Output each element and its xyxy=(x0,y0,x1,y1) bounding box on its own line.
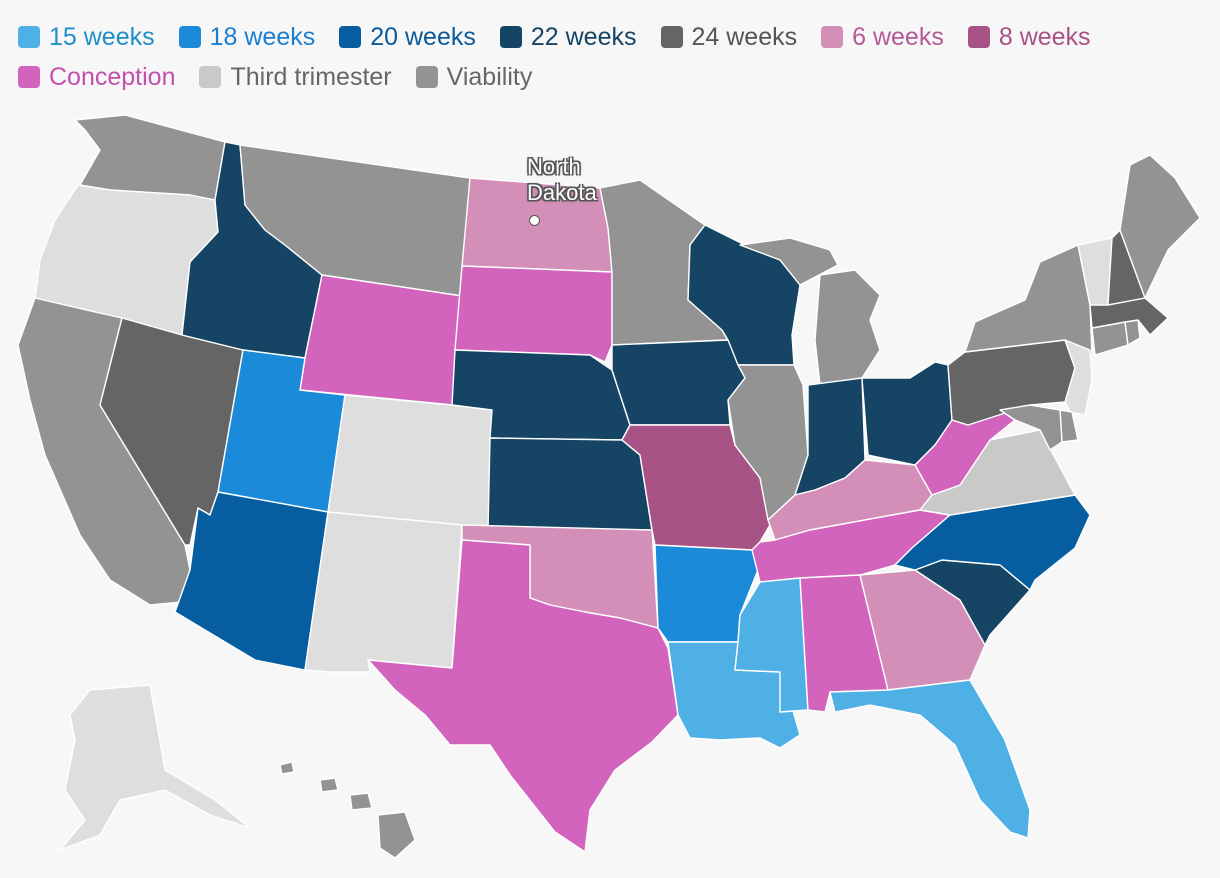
legend-swatch xyxy=(178,26,201,48)
state-alaska[interactable] xyxy=(59,684,251,851)
legend-swatch xyxy=(18,26,40,48)
legend-swatch xyxy=(660,26,683,48)
state-washington[interactable] xyxy=(74,114,226,201)
legend-swatch xyxy=(18,66,40,88)
legend-item-third[interactable]: Third trimester xyxy=(199,63,392,91)
legend-label: Third trimester xyxy=(230,63,392,91)
legend-label: 20 weeks xyxy=(370,23,476,51)
legend-label: 8 weeks xyxy=(998,23,1091,51)
state-hawaii[interactable] xyxy=(279,761,416,859)
state-maryland[interactable] xyxy=(999,404,1063,451)
legend-swatch xyxy=(499,26,522,48)
legend-swatch xyxy=(415,66,438,88)
legend-item-w6[interactable]: 6 weeks xyxy=(821,24,944,50)
legend-item-w20[interactable]: 20 weeks xyxy=(339,24,476,50)
state-maine[interactable] xyxy=(1119,154,1201,299)
state-massachusetts[interactable] xyxy=(1089,297,1169,336)
north-dakota-marker xyxy=(529,215,540,226)
state-south-dakota[interactable] xyxy=(454,265,613,363)
state-colorado[interactable] xyxy=(327,394,493,529)
state-wyoming[interactable] xyxy=(299,274,463,406)
state-delaware[interactable] xyxy=(1059,409,1079,443)
legend-swatch xyxy=(199,66,222,88)
legend-label: 22 weeks xyxy=(530,23,637,51)
legend-label: Conception xyxy=(49,63,176,91)
state-texas[interactable] xyxy=(367,539,679,853)
legend-item-w8[interactable]: 8 weeks xyxy=(967,23,1091,51)
state-new-mexico[interactable] xyxy=(304,511,463,673)
state-new-jersey[interactable] xyxy=(1064,339,1093,416)
north-dakota-callout: North Dakota xyxy=(527,154,597,206)
legend-label: 6 weeks xyxy=(852,23,944,51)
legend-swatch xyxy=(967,26,990,48)
legend-swatch xyxy=(821,26,844,48)
legend-item-w15[interactable]: 15 weeks xyxy=(18,24,155,50)
legend-item-w22[interactable]: 22 weeks xyxy=(499,23,637,51)
callout-line-1: North xyxy=(527,154,581,179)
state-rhode-island[interactable] xyxy=(1124,319,1141,346)
legend-item-w24[interactable]: 24 weeks xyxy=(660,23,798,51)
state-michigan[interactable] xyxy=(739,237,881,386)
legend-label: 18 weeks xyxy=(209,23,316,51)
legend-label: Viability xyxy=(446,63,533,91)
state-florida[interactable] xyxy=(829,679,1031,839)
legend: 15 weeks 18 weeks 20 weeks 22 weeks 24 weeks… xyxy=(18,24,1208,90)
legend-item-viability[interactable]: Viability xyxy=(415,63,533,91)
legend-label: 15 weeks xyxy=(49,23,155,51)
state-kansas[interactable] xyxy=(487,437,653,531)
legend-swatch xyxy=(339,26,362,48)
legend-item-w18[interactable]: 18 weeks xyxy=(178,23,316,51)
legend-item-conception[interactable]: Conception xyxy=(18,64,175,90)
state-iowa[interactable] xyxy=(611,339,746,426)
state-arizona[interactable] xyxy=(174,491,329,671)
legend-label: 24 weeks xyxy=(691,23,798,51)
callout-line-2: Dakota xyxy=(527,180,597,205)
